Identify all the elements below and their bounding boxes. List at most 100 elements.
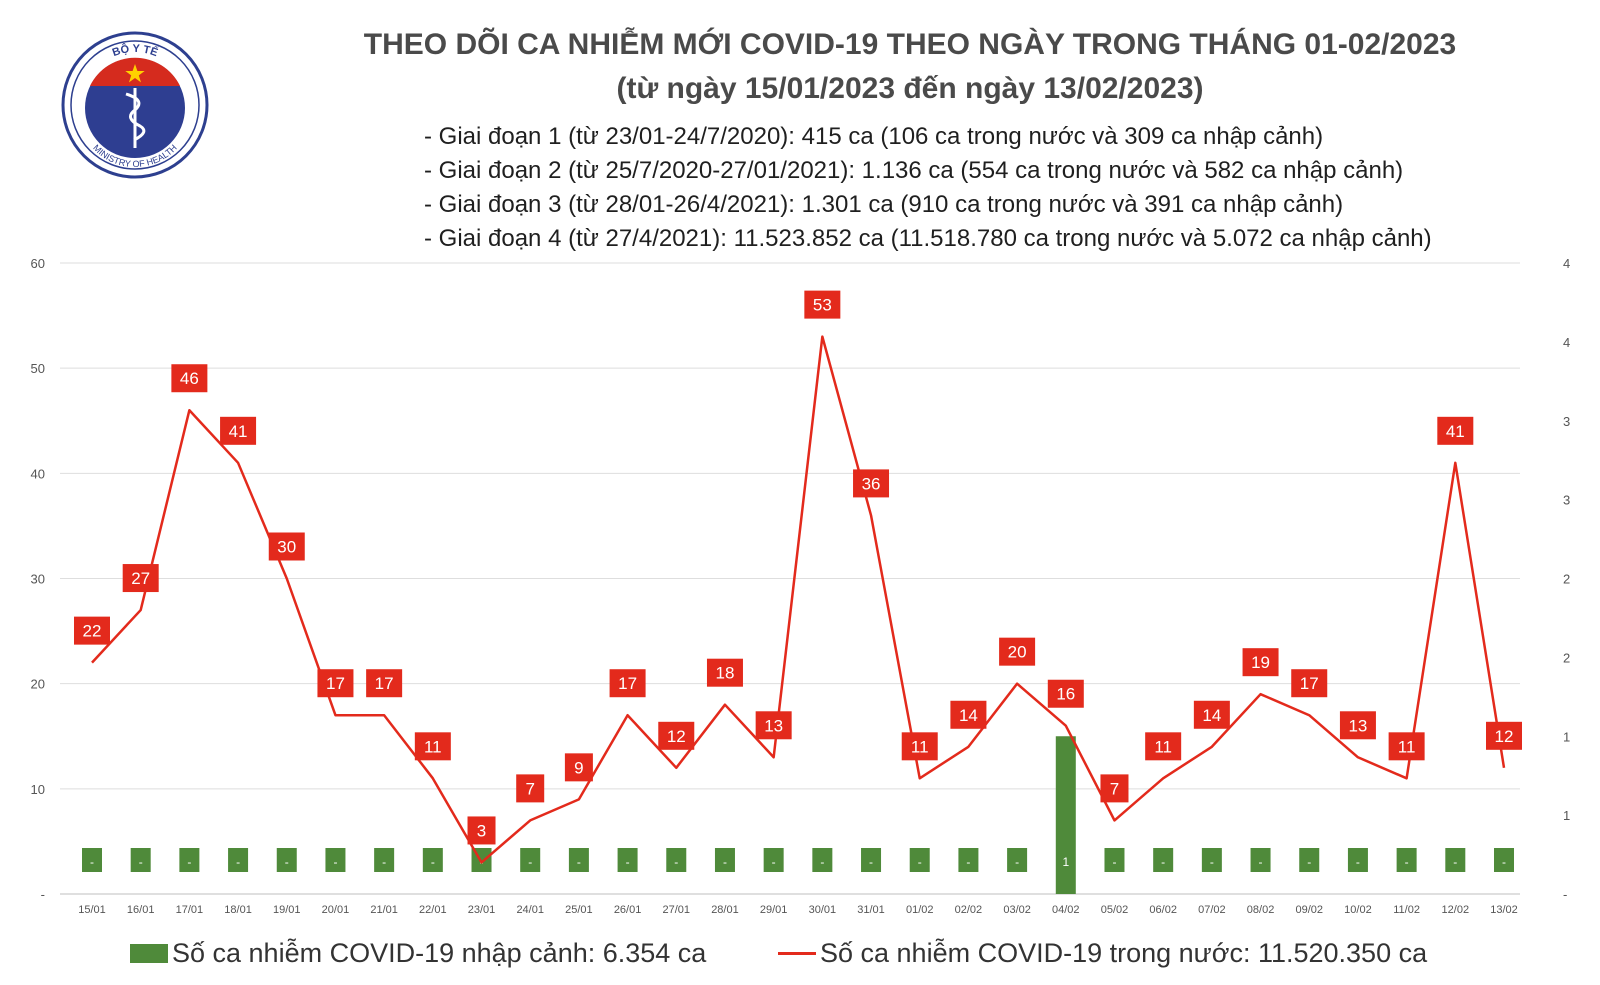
domestic-data-label: 12 <box>1495 727 1514 746</box>
x-tick-label: 25/01 <box>565 904 593 916</box>
x-tick-label: 03/02 <box>1003 904 1031 916</box>
domestic-data-label: 7 <box>1110 779 1119 798</box>
imported-cases-bars: --------------------1--------- <box>82 736 1514 894</box>
x-tick-label: 06/02 <box>1149 904 1177 916</box>
imported-bar <box>909 848 930 872</box>
domestic-label-box <box>564 753 593 782</box>
domestic-label-box <box>755 711 792 740</box>
domestic-label-box <box>853 469 890 498</box>
domestic-data-label: 18 <box>716 664 735 683</box>
imported-bar <box>276 848 297 872</box>
domestic-label-box <box>1100 774 1129 803</box>
domestic-label-box <box>609 669 646 698</box>
imported-bar-label: - <box>333 855 337 869</box>
domestic-data-label: 13 <box>1348 716 1367 735</box>
x-tick-label: 31/01 <box>857 904 885 916</box>
domestic-label-box <box>1486 721 1522 750</box>
imported-bar <box>325 848 346 872</box>
domestic-label-box <box>317 669 354 698</box>
imported-bar <box>422 848 443 872</box>
imported-bar-label: - <box>918 855 922 869</box>
domestic-data-label: 7 <box>525 779 534 798</box>
x-tick-label: 12/02 <box>1442 904 1470 916</box>
imported-bar-label: - <box>577 855 581 869</box>
y-left-tick-label: 20 <box>31 677 45 692</box>
domestic-line <box>91 335 1506 864</box>
imported-bar-label: - <box>1356 855 1360 869</box>
imported-bar <box>1055 736 1076 894</box>
imported-bar-label: - <box>139 855 143 869</box>
imported-bar-label: - <box>1259 855 1263 869</box>
x-tick-label: 08/02 <box>1247 904 1275 916</box>
x-tick-label: 23/01 <box>468 904 496 916</box>
x-tick-label: 17/01 <box>176 904 204 916</box>
domestic-label-box <box>171 364 208 393</box>
domestic-data-label: 17 <box>1300 674 1319 693</box>
domestic-data-label: 14 <box>1202 706 1221 725</box>
imported-bar-label: - <box>528 855 532 869</box>
legend-swatch-line <box>778 952 816 955</box>
imported-bar-label: - <box>382 855 386 869</box>
domestic-data-label: 11 <box>1154 737 1172 756</box>
imported-bar <box>1396 848 1417 872</box>
domestic-data-label: 41 <box>1446 422 1465 441</box>
imported-bar-label: - <box>1112 855 1116 869</box>
y-axis-right: - 1 1 2 2 3 3 4 4 <box>1563 256 1570 902</box>
gridlines <box>60 262 1520 895</box>
domestic-label-box <box>516 774 545 803</box>
domestic-label-box <box>1388 732 1425 761</box>
domestic-label-box <box>414 732 451 761</box>
imported-bar-label: - <box>1307 855 1311 869</box>
imported-bar-label: - <box>772 855 776 869</box>
legend-label-domestic: Số ca nhiễm COVID-19 trong nước: 11.520.… <box>820 938 1428 968</box>
x-tick-label: 09/02 <box>1295 904 1323 916</box>
x-tick-label: 22/01 <box>419 904 447 916</box>
domestic-label-box <box>1291 669 1328 698</box>
y-left-tick-label: 30 <box>31 572 45 587</box>
domestic-data-label: 30 <box>277 538 296 557</box>
imported-bar <box>714 848 735 872</box>
domestic-label-box <box>1242 648 1279 677</box>
ministry-of-health-logo: BỘ Y TẾ MINISTRY OF HEALTH <box>61 31 209 179</box>
legend-item-domestic: Số ca nhiễm COVID-19 trong nước: 11.520.… <box>778 938 1427 969</box>
chart-title: THEO DÕI CA NHIỄM MỚI COVID-19 THEO NGÀY… <box>363 28 1457 61</box>
imported-bar <box>520 848 541 872</box>
x-tick-label: 28/01 <box>711 904 739 916</box>
imported-bar-label: - <box>431 855 435 869</box>
imported-bar-label: - <box>236 855 240 869</box>
y-right-tick-label: - <box>1563 887 1567 902</box>
domestic-data-label: 17 <box>618 674 637 693</box>
imported-bar-label: - <box>1015 855 1019 869</box>
legend-swatch-bar <box>130 944 168 963</box>
domestic-label-box <box>366 669 403 698</box>
imported-bar-label: 1 <box>1062 855 1069 869</box>
domestic-data-label: 36 <box>862 474 881 493</box>
imported-bar-label: - <box>723 855 727 869</box>
imported-bar-label: - <box>820 855 824 869</box>
imported-bar <box>568 848 589 872</box>
imported-bar <box>374 848 395 872</box>
stage-3-line: - Giai đoạn 3 (từ 28/01-26/4/2021): 1.30… <box>424 191 1344 218</box>
domestic-label-box <box>1145 732 1182 761</box>
domestic-data-label: 13 <box>764 716 783 735</box>
stage-2-line: - Giai đoạn 2 (từ 25/7/2020-27/01/2021):… <box>424 157 1404 184</box>
x-tick-label: 13/02 <box>1490 904 1518 916</box>
domestic-data-label: 11 <box>424 737 442 756</box>
x-tick-label: 10/02 <box>1344 904 1372 916</box>
x-tick-label: 19/01 <box>273 904 301 916</box>
x-tick-label: 01/02 <box>906 904 934 916</box>
domestic-label-box <box>122 564 159 593</box>
imported-bar-label: - <box>1161 855 1165 869</box>
x-tick-label: 20/01 <box>322 904 350 916</box>
y-right-tick-label: 2 <box>1563 572 1570 587</box>
chart-subtitle: (từ ngày 15/01/2023 đến ngày 13/02/2023) <box>616 72 1204 105</box>
y-left-tick-label: - <box>41 887 45 902</box>
y-left-tick-label: 60 <box>31 256 45 271</box>
y-right-tick-label: 3 <box>1563 493 1570 508</box>
imported-bar-label: - <box>1210 855 1214 869</box>
imported-bar <box>666 848 687 872</box>
imported-bar <box>617 848 638 872</box>
x-tick-label: 16/01 <box>127 904 155 916</box>
imported-bar-label: - <box>626 855 630 869</box>
domestic-data-label: 3 <box>477 821 486 840</box>
